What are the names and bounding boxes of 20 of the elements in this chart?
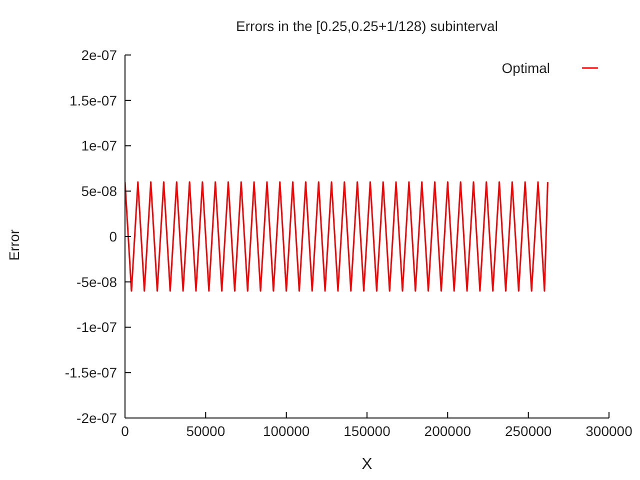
legend-label: Optimal xyxy=(502,60,550,76)
x-axis-title: X xyxy=(360,456,374,474)
y-tick-label: 1.5e-07 xyxy=(70,92,118,108)
x-tick-label: 150000 xyxy=(344,422,391,439)
y-tick-label: -1e-07 xyxy=(76,319,118,336)
y-tick-label: -1.5e-07 xyxy=(64,364,118,381)
y-tick-label: -2e-07 xyxy=(76,410,118,426)
y-tick-label: 2e-07 xyxy=(81,46,118,63)
x-tick-label: 0 xyxy=(121,422,130,439)
x-tick-label: 200000 xyxy=(424,422,472,439)
y-axis-title: Error xyxy=(6,229,22,261)
x-tick-label: 100000 xyxy=(262,422,310,439)
y-tick-label: 1e-07 xyxy=(81,138,118,154)
y-tick-label: 5e-08 xyxy=(81,183,118,200)
y-tick-label: -5e-08 xyxy=(76,274,118,290)
x-tick-label: 50000 xyxy=(186,422,226,439)
x-tick-label: 250000 xyxy=(504,422,552,439)
chart-title: Errors in the [0.25,0.25+1/128) subinterval xyxy=(235,18,499,34)
y-tick-label: 0 xyxy=(109,228,118,244)
x-tick-label: 300000 xyxy=(586,422,633,439)
